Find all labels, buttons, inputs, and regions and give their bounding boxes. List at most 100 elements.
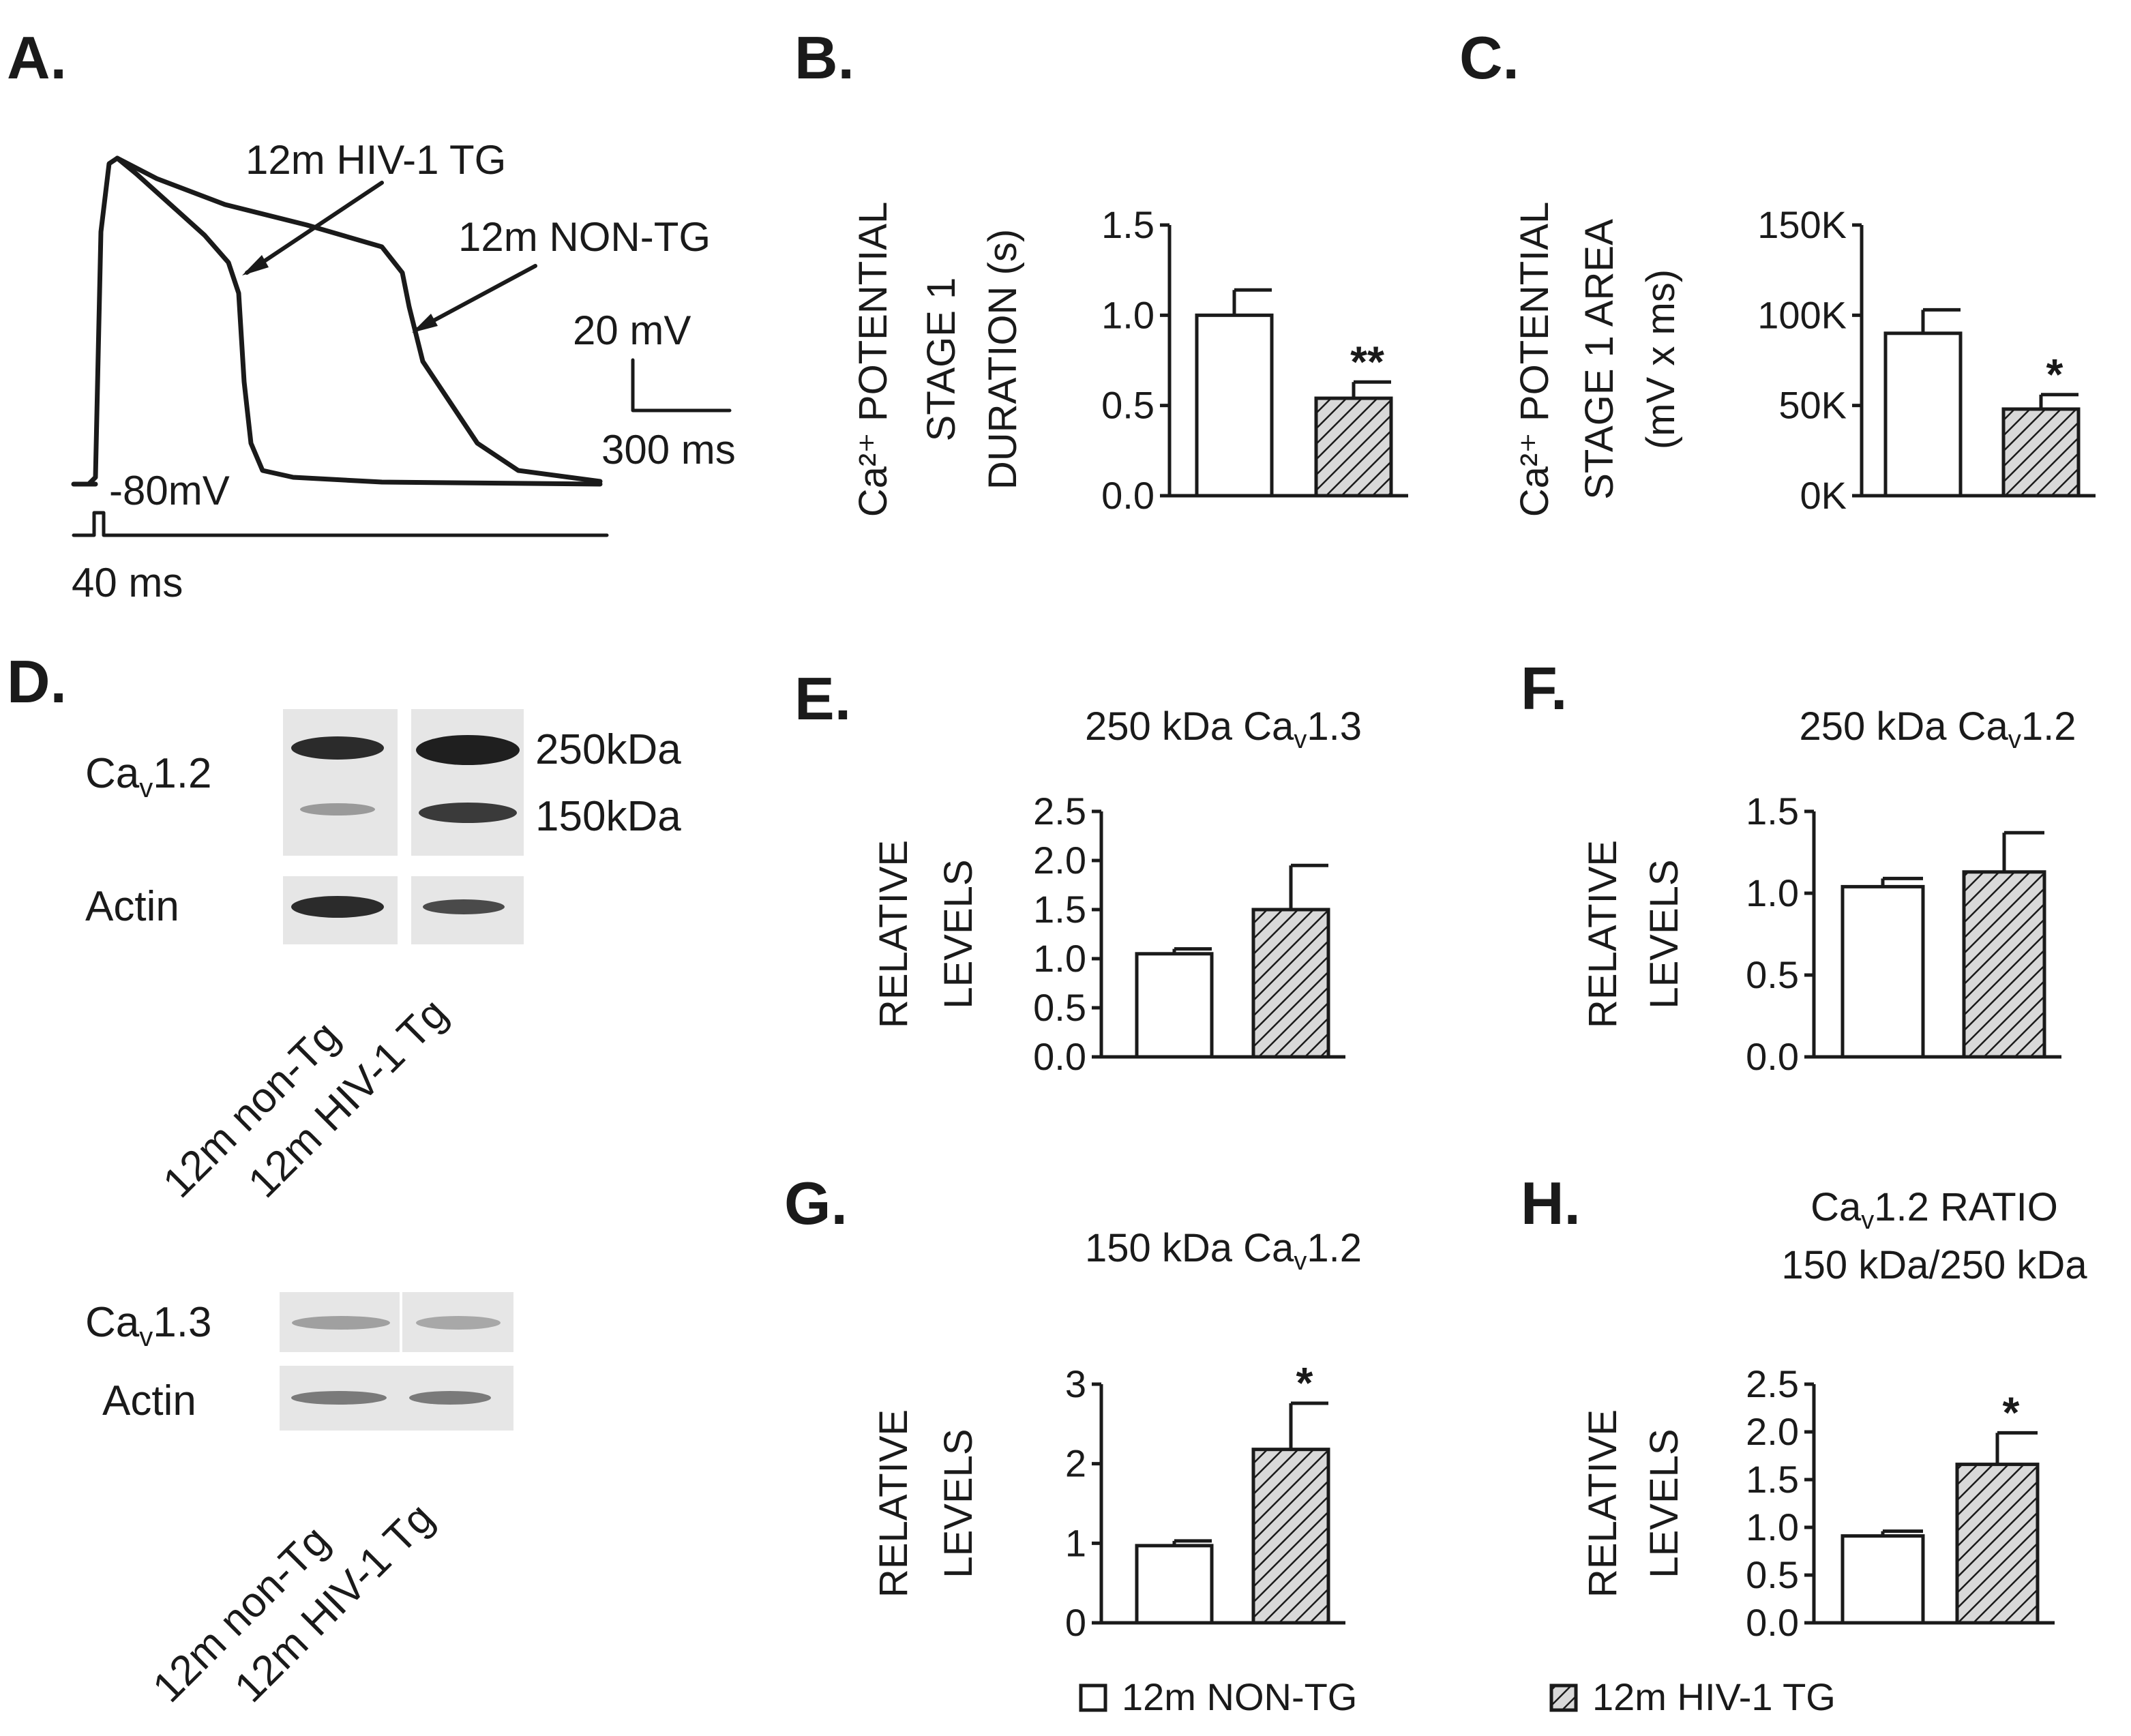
panel-label-d: D.: [7, 648, 67, 715]
trace-hiv-tg: [86, 155, 603, 487]
bar-g-hiv-tg: [1251, 1448, 1330, 1625]
y-axis-title-b: Ca²⁺ POTENTIAL: [851, 202, 895, 517]
y-tick-label-e: 0.0: [1033, 1035, 1086, 1078]
y-axis-title-g: RELATIVE: [871, 1409, 916, 1598]
panel-label-e: E.: [794, 665, 851, 732]
chart-panel-b: 0.0 0.5 1.0 1.5 ** Ca²⁺ POTENTIAL STAGE 1 DURAT…: [851, 202, 1408, 517]
blot1-loading-label: Actin: [85, 883, 179, 930]
y-axis-title-f: LEVELS: [1642, 859, 1686, 1008]
chart-subtitle-h: 150 kDa/250 kDa: [1781, 1243, 2087, 1287]
bar-h-hiv-tg: [1955, 1463, 2040, 1625]
bar-b-hiv-tg: [1314, 396, 1393, 498]
chart-title-f: 250 kDa Cav1.2: [1800, 704, 2076, 754]
bar-e-non-tg: [1135, 952, 1214, 1059]
chart-panel-f: 0.0 0.5 1.0 1.5 RELATIVE LEVELS 250 kDa Cav1.2: [1581, 704, 2076, 1078]
y-axis-title-c: STAGE 1 AREA: [1577, 219, 1622, 500]
y-axis-title-h: RELATIVE: [1581, 1409, 1625, 1598]
panel-label-f: F.: [1521, 655, 1567, 722]
bar-f-non-tg: [1841, 884, 1925, 1059]
bar-charts: 0.00.51.01.5**Ca²⁺ POTENTIAL STAGE 1 DURAT…: [851, 202, 2096, 1644]
blot1-kda-250: 250kDa: [535, 726, 681, 773]
y-tick-label-b: 0.5: [1101, 384, 1154, 427]
blot1-protein-label: Cav1.2: [85, 750, 211, 803]
y-tick-label-e: 2.5: [1033, 790, 1086, 833]
y-tick-label-h: 1.0: [1746, 1506, 1799, 1548]
y-tick-label-g: 2: [1065, 1442, 1086, 1485]
y-axis-title-f: RELATIVE: [1581, 840, 1625, 1028]
y-tick-label-e: 0.5: [1033, 986, 1086, 1029]
stim-duration-label: 40 ms: [72, 560, 183, 605]
legend: 12m NON-TG 12m HIV-1 TG: [1079, 1675, 1836, 1718]
y-tick-label-b: 1.0: [1101, 293, 1154, 336]
y-tick-label-e: 1.0: [1033, 937, 1086, 980]
chart-title-e: 250 kDa Cav1.3: [1085, 704, 1362, 754]
y-tick-label-c: 100K: [1757, 293, 1847, 336]
chart-title-g: 150 kDa Cav1.2: [1085, 1226, 1362, 1276]
bar-c-hiv-tg: [2001, 407, 2081, 498]
y-tick-label-c: 0K: [1800, 474, 1847, 517]
y-tick-label-f: 0.0: [1746, 1035, 1799, 1078]
y-tick-label-h: 2.0: [1746, 1410, 1799, 1453]
bar-e-hiv-tg: [1251, 908, 1330, 1059]
scale-mv-label: 20 mV: [573, 308, 691, 353]
y-tick-label-b: 1.5: [1101, 203, 1154, 246]
panel-label-b: B.: [794, 24, 854, 91]
y-tick-label-f: 1.5: [1746, 790, 1799, 833]
blot2-protein-label: Cav1.3: [85, 1299, 211, 1352]
y-tick-label-c: 150K: [1757, 203, 1847, 246]
legend-label-hiv-tg: 12m HIV-1 TG: [1592, 1675, 1836, 1718]
y-tick-label-h: 1.5: [1746, 1458, 1799, 1501]
significance-g: *: [1296, 1358, 1313, 1407]
chart-title-h: Cav1.2 RATIO: [1810, 1185, 2058, 1235]
label-12m-hiv-tg: 12m HIV-1 TG: [245, 137, 506, 183]
chart-panel-c: 0K 50K 100K 150K * Ca²⁺ POTENTIAL STAGE 1 AREA…: [1512, 202, 2096, 517]
y-axis-title-g: LEVELS: [936, 1428, 981, 1578]
y-axis-title-c: Ca²⁺ POTENTIAL: [1512, 202, 1557, 517]
panel-label-h: H.: [1521, 1169, 1581, 1237]
y-axis-title-c: (mV x ms): [1639, 269, 1683, 449]
y-tick-label-h: 2.5: [1746, 1362, 1799, 1405]
y-tick-label-f: 0.5: [1746, 953, 1799, 996]
y-axis-title-b: DURATION (s): [981, 229, 1025, 490]
label-12m-non-tg: 12m NON-TG: [458, 214, 711, 260]
y-axis-title-b: STAGE 1: [919, 278, 964, 442]
blot-2: [280, 1292, 513, 1431]
legend-label-non-tg: 12m NON-TG: [1122, 1675, 1357, 1718]
y-axis-title-e: RELATIVE: [871, 840, 916, 1028]
y-tick-label-h: 0.0: [1746, 1601, 1799, 1644]
panel-label-g: G.: [784, 1169, 848, 1237]
trace-non-tg: [115, 155, 603, 484]
significance-b: **: [1350, 337, 1384, 386]
bar-h-non-tg: [1841, 1534, 1925, 1625]
blot2-loading-label: Actin: [102, 1377, 196, 1424]
rest-potential-label: -80mV: [109, 468, 230, 513]
y-tick-label-b: 0.0: [1101, 474, 1154, 517]
y-tick-label-g: 3: [1065, 1362, 1086, 1405]
blot1-kda-150: 150kDa: [535, 793, 681, 840]
significance-h: *: [2003, 1388, 2020, 1437]
y-tick-label-h: 0.5: [1746, 1553, 1799, 1596]
y-tick-label-c: 50K: [1778, 384, 1847, 427]
y-tick-label-g: 1: [1065, 1521, 1086, 1564]
bar-g-non-tg: [1135, 1544, 1214, 1625]
bar-b-non-tg: [1195, 313, 1274, 498]
panel-label-c: C.: [1459, 24, 1519, 91]
significance-c: *: [2046, 350, 2063, 399]
chart-panel-e: 0.0 0.5 1.0 1.5 2.0 2.5 RELATIVE LEVELS 250 kDa …: [871, 704, 1362, 1078]
y-tick-label-e: 1.5: [1033, 888, 1086, 931]
scale-ms-label: 300 ms: [601, 427, 736, 473]
y-tick-label-e: 2.0: [1033, 839, 1086, 882]
legend-swatch-non-tg: [1079, 1683, 1107, 1712]
legend-swatch-hiv-tg: [1549, 1683, 1578, 1712]
panel-a-traces: [71, 155, 732, 537]
y-tick-label-f: 1.0: [1746, 871, 1799, 914]
y-axis-title-e: LEVELS: [936, 859, 981, 1008]
panel-label-a: A.: [7, 24, 67, 91]
bar-c-non-tg: [1883, 331, 1963, 498]
y-tick-label-g: 0: [1065, 1601, 1086, 1644]
bar-f-hiv-tg: [1962, 870, 2046, 1059]
chart-panel-g: 0 1 2 3 * RELATIVE LEVELS 150 kDa Cav1.2: [871, 1226, 1362, 1644]
chart-panel-h: 0.0 0.5 1.0 1.5 2.0 2.5 * RELATIVE LEVELS Cav1.2 …: [1581, 1185, 2087, 1644]
y-axis-title-h: LEVELS: [1642, 1428, 1686, 1578]
